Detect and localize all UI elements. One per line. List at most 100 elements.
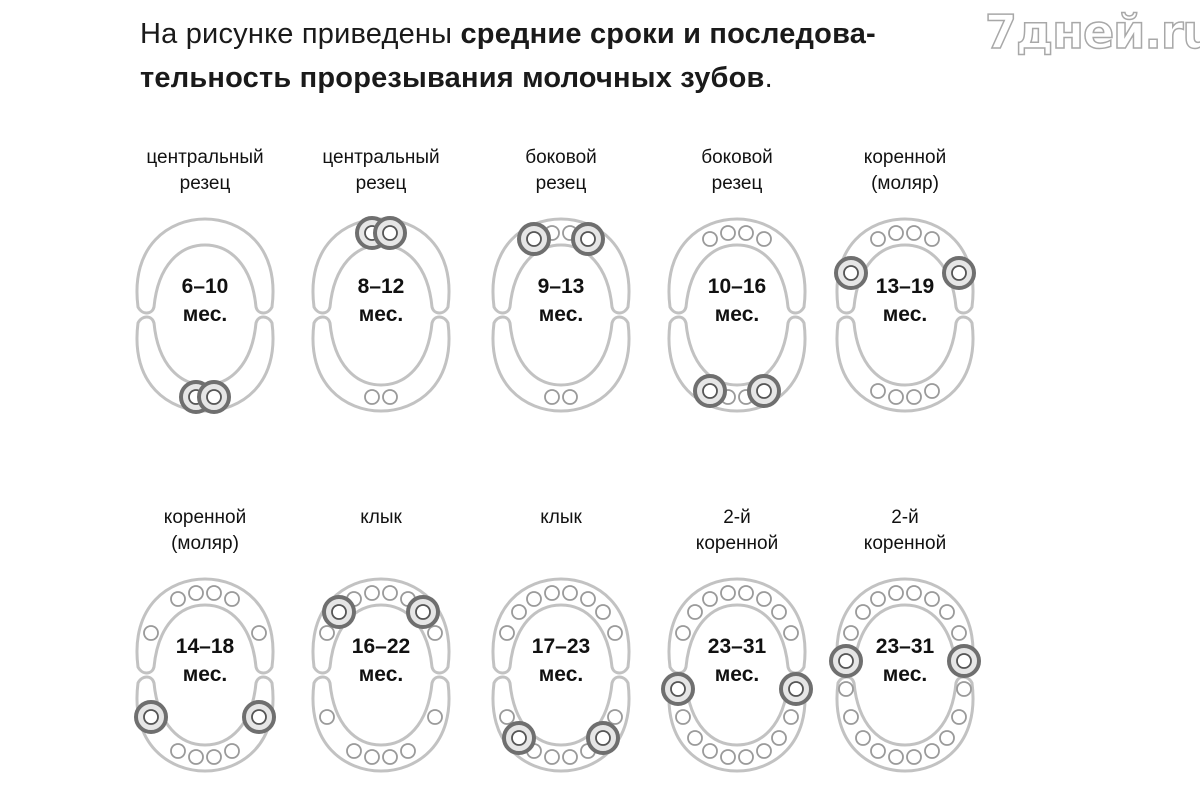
jaw-diagram xyxy=(311,216,451,413)
erupted-tooth xyxy=(906,389,922,405)
lower-gum-arch xyxy=(835,675,975,773)
lower-gum-arch xyxy=(311,675,451,773)
erupted-tooth xyxy=(319,625,335,641)
erupted-tooth xyxy=(224,591,240,607)
new-tooth xyxy=(956,653,972,669)
new-tooth xyxy=(415,604,431,620)
new-tooth xyxy=(670,681,686,697)
erupted-tooth xyxy=(720,585,736,601)
erupted-tooth xyxy=(595,604,611,620)
tooth-type-line2: резец xyxy=(355,173,407,194)
erupted-tooth xyxy=(838,681,854,697)
intro-bold-line1: средние сроки и последова- xyxy=(460,18,876,50)
new-tooth xyxy=(251,709,267,725)
erupted-tooth xyxy=(675,625,691,641)
tooth-type-line2: коренной xyxy=(695,533,779,554)
intro-bold-line2: тельность прорезывания молочных зубов xyxy=(140,62,765,94)
new-tooth xyxy=(756,383,772,399)
jaw-diagram xyxy=(491,577,631,773)
tooth-type-label: боковой резец xyxy=(652,145,822,197)
erupted-tooth xyxy=(855,604,871,620)
new-tooth xyxy=(511,730,527,746)
erupted-tooth xyxy=(939,730,955,746)
erupted-tooth xyxy=(580,591,596,607)
eruption-age-range: 8–12 xyxy=(357,275,405,298)
erupted-tooth xyxy=(364,585,380,601)
erupted-tooth xyxy=(843,625,859,641)
erupted-tooth xyxy=(756,591,772,607)
erupted-tooth xyxy=(382,749,398,765)
erupted-tooth xyxy=(319,709,335,725)
teething-stage-1: центральный резец 6–10 мес. xyxy=(120,145,290,445)
tooth-type-line1: боковой xyxy=(525,147,597,168)
intro-text: На рисунке приведены средние сроки и пос… xyxy=(140,12,980,100)
new-tooth xyxy=(702,383,718,399)
eruption-age-range: 17–23 xyxy=(531,635,591,658)
upper-gum-arch xyxy=(135,217,275,315)
eruption-age-range: 9–13 xyxy=(537,275,585,298)
erupted-tooth xyxy=(771,730,787,746)
erupted-tooth xyxy=(562,389,578,405)
erupted-tooth xyxy=(224,743,240,759)
tooth-type-label: 2-й коренной xyxy=(652,505,822,557)
eruption-age-range: 6–10 xyxy=(181,275,229,298)
tooth-type-line2: резец xyxy=(179,173,231,194)
jaw-diagram xyxy=(829,577,981,773)
erupted-tooth xyxy=(939,604,955,620)
erupted-tooth xyxy=(888,585,904,601)
tooth-type-line1: центральный xyxy=(322,147,440,168)
jaw-diagram xyxy=(311,577,451,773)
tooth-type-line2: (моляр) xyxy=(171,533,239,554)
erupted-tooth xyxy=(675,709,691,725)
eruption-age-unit: мес. xyxy=(358,303,404,326)
eruption-age-unit: мес. xyxy=(182,663,228,686)
erupted-tooth xyxy=(607,625,623,641)
erupted-tooth xyxy=(951,625,967,641)
erupted-tooth xyxy=(870,383,886,399)
erupted-tooth xyxy=(906,225,922,241)
erupted-tooth xyxy=(544,585,560,601)
erupted-tooth xyxy=(888,225,904,241)
teething-stage-8: клык 17–23 мес. xyxy=(476,505,646,805)
tooth-type-line2: коренной xyxy=(863,533,947,554)
tooth-type-line1: клык xyxy=(360,507,402,528)
erupted-tooth xyxy=(924,383,940,399)
erupted-tooth xyxy=(888,389,904,405)
eruption-age-unit: мес. xyxy=(358,663,404,686)
erupted-tooth xyxy=(544,749,560,765)
erupted-tooth xyxy=(702,591,718,607)
erupted-tooth xyxy=(720,749,736,765)
eruption-age-unit: мес. xyxy=(538,303,584,326)
erupted-tooth xyxy=(843,709,859,725)
erupted-tooth xyxy=(526,591,542,607)
new-tooth xyxy=(843,265,859,281)
erupted-tooth xyxy=(400,743,416,759)
new-tooth xyxy=(580,231,596,247)
eruption-age-unit: мес. xyxy=(538,663,584,686)
erupted-tooth xyxy=(170,591,186,607)
erupted-tooth xyxy=(720,225,736,241)
erupted-tooth xyxy=(687,604,703,620)
tooth-type-label: клык xyxy=(296,505,466,531)
tooth-type-line2: резец xyxy=(711,173,763,194)
erupted-tooth xyxy=(499,709,515,725)
erupted-tooth xyxy=(251,625,267,641)
eruption-age-range: 13–19 xyxy=(875,275,935,298)
erupted-tooth xyxy=(956,681,972,697)
tooth-type-label: коренной (моляр) xyxy=(820,145,990,197)
eruption-age-range: 23–31 xyxy=(875,635,935,658)
new-tooth xyxy=(382,225,398,241)
erupted-tooth xyxy=(924,231,940,247)
tooth-type-line1: центральный xyxy=(146,147,264,168)
teething-stage-4: боковой резец 10–16 мес. xyxy=(652,145,822,445)
erupted-tooth xyxy=(951,709,967,725)
erupted-tooth xyxy=(783,625,799,641)
jaw-diagram xyxy=(134,577,276,773)
erupted-tooth xyxy=(562,749,578,765)
erupted-tooth xyxy=(346,743,362,759)
new-tooth xyxy=(331,604,347,620)
erupted-tooth xyxy=(427,625,443,641)
erupted-tooth xyxy=(188,585,204,601)
erupted-tooth xyxy=(544,389,560,405)
tooth-type-label: центральный резец xyxy=(120,145,290,197)
